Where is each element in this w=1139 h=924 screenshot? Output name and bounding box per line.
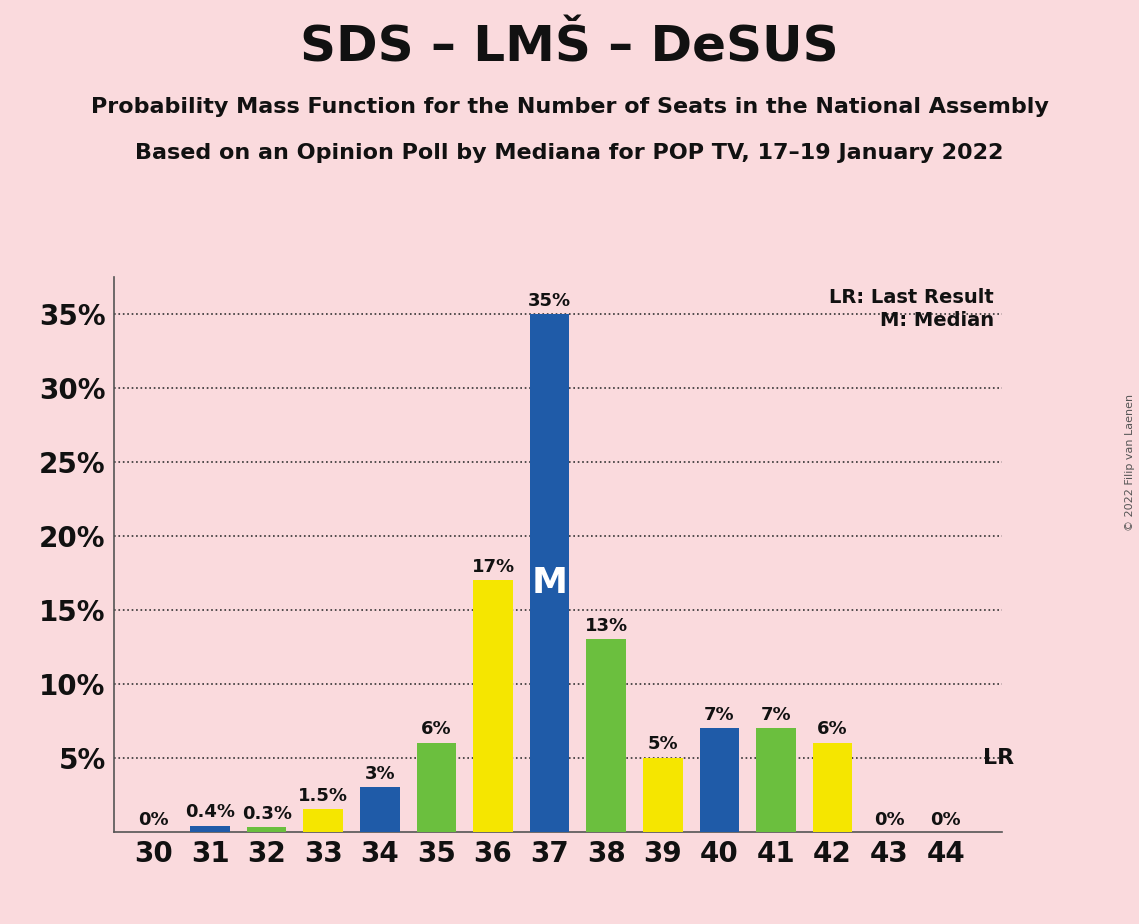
Text: 1.5%: 1.5% bbox=[298, 787, 349, 805]
Text: M: M bbox=[532, 566, 567, 601]
Text: 13%: 13% bbox=[584, 617, 628, 635]
Bar bbox=[417, 743, 457, 832]
Bar bbox=[813, 743, 852, 832]
Text: LR: Last Result: LR: Last Result bbox=[829, 287, 994, 307]
Bar bbox=[699, 728, 739, 832]
Text: LR: LR bbox=[983, 748, 1014, 768]
Text: M: Median: M: Median bbox=[879, 311, 994, 330]
Text: 0%: 0% bbox=[931, 810, 961, 829]
Text: 0%: 0% bbox=[874, 810, 904, 829]
Text: © 2022 Filip van Laenen: © 2022 Filip van Laenen bbox=[1125, 394, 1134, 530]
Bar bbox=[530, 314, 570, 832]
Text: 35%: 35% bbox=[528, 292, 571, 310]
Bar bbox=[756, 728, 796, 832]
Text: 7%: 7% bbox=[761, 706, 792, 723]
Text: Probability Mass Function for the Number of Seats in the National Assembly: Probability Mass Function for the Number… bbox=[91, 97, 1048, 117]
Text: 5%: 5% bbox=[647, 736, 678, 753]
Text: SDS – LMŠ – DeSUS: SDS – LMŠ – DeSUS bbox=[301, 23, 838, 71]
Text: 6%: 6% bbox=[818, 721, 847, 738]
Bar bbox=[473, 580, 513, 832]
Text: 0%: 0% bbox=[138, 810, 169, 829]
Text: 0.4%: 0.4% bbox=[186, 803, 235, 821]
Text: 3%: 3% bbox=[364, 765, 395, 783]
Bar bbox=[190, 826, 230, 832]
Bar bbox=[303, 809, 343, 832]
Text: Based on an Opinion Poll by Mediana for POP TV, 17–19 January 2022: Based on an Opinion Poll by Mediana for … bbox=[136, 143, 1003, 164]
Text: 0.3%: 0.3% bbox=[241, 805, 292, 822]
Text: 6%: 6% bbox=[421, 721, 452, 738]
Bar bbox=[587, 639, 626, 832]
Bar bbox=[360, 787, 400, 832]
Bar bbox=[644, 758, 682, 832]
Bar bbox=[247, 827, 287, 832]
Text: 7%: 7% bbox=[704, 706, 735, 723]
Text: 17%: 17% bbox=[472, 558, 515, 576]
